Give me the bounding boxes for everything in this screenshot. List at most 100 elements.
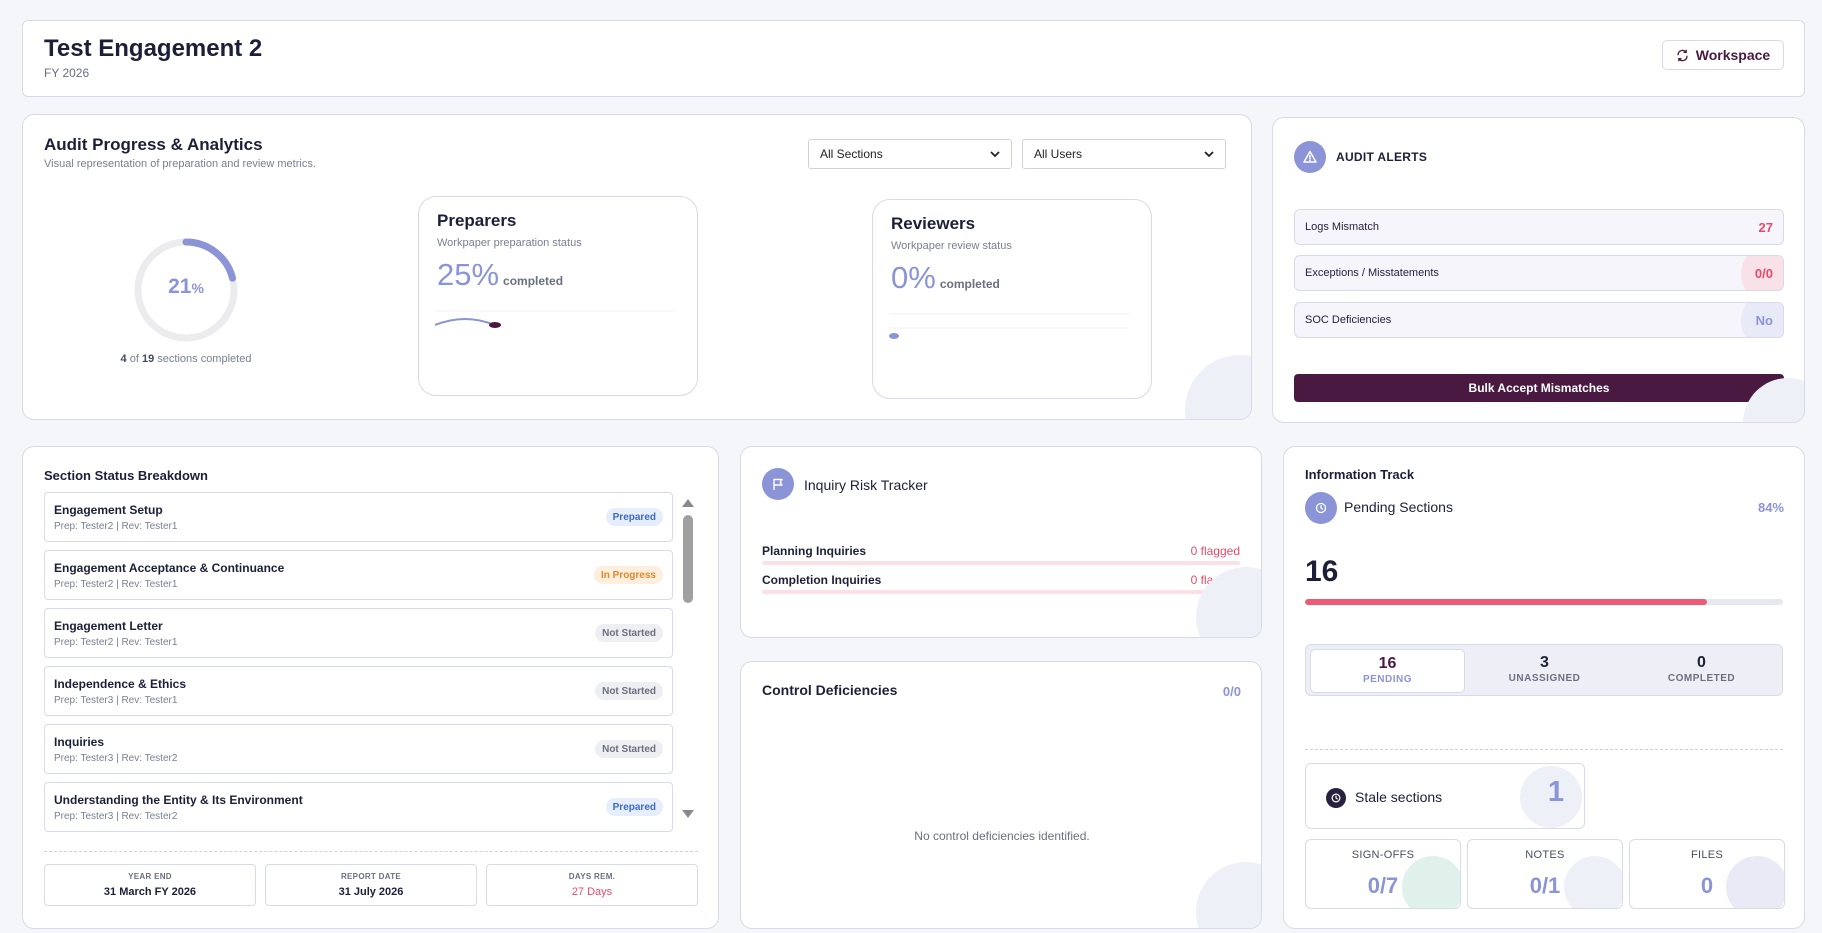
inquiry-title: Inquiry Risk Tracker <box>804 477 928 493</box>
segment-label: UNASSIGNED <box>1508 673 1581 684</box>
inquiry-risk-panel: Inquiry Risk Tracker Planning Inquiries … <box>740 446 1262 638</box>
audit-alerts-panel: AUDIT ALERTS Logs Mismatch 27 Exceptions… <box>1272 117 1805 423</box>
refresh-icon <box>1677 49 1688 61</box>
section-status-panel: Section Status Breakdown Engagement Setu… <box>22 446 719 929</box>
inquiry-label: Completion Inquiries <box>762 573 882 587</box>
preparers-percent: 25% completed <box>437 257 563 293</box>
alert-soc-deficiencies[interactable]: SOC Deficiencies No <box>1294 302 1784 338</box>
preparers-card: Preparers Workpaper preparation status 2… <box>418 196 698 396</box>
reviewers-card: Reviewers Workpaper review status 0% comp… <box>872 199 1152 399</box>
status-badge: Not Started <box>595 682 663 700</box>
section-row[interactable]: Engagement Acceptance & Continuance Prep:… <box>44 550 673 600</box>
segment-number: 16 <box>1378 655 1397 672</box>
completed-count: 4 <box>120 353 127 365</box>
preparers-sparkline-curve <box>435 318 496 326</box>
section-name: Understanding the Entity & Its Environme… <box>54 793 303 807</box>
pending-sections-label: Pending Sections <box>1344 499 1453 515</box>
control-deficiencies-title: Control Deficiencies <box>762 682 898 698</box>
warning-triangle-icon <box>1294 141 1326 173</box>
reviewers-sparkline <box>889 313 1129 339</box>
alert-logs-mismatch[interactable]: Logs Mismatch 27 <box>1294 209 1784 245</box>
year-end-value: 31 March FY 2026 <box>103 886 197 898</box>
overall-progress-donut <box>134 238 238 342</box>
decorative-bubble <box>1185 355 1251 419</box>
section-name: Engagement Acceptance & Continuance <box>54 561 285 575</box>
decorative-bubble <box>1564 856 1622 908</box>
workspace-button[interactable]: Workspace <box>1662 40 1784 70</box>
decorative-bubble <box>1741 303 1783 337</box>
alerts-title: AUDIT ALERTS <box>1336 150 1428 164</box>
donut-progress-arc <box>134 238 238 342</box>
stale-sections-label: Stale sections <box>1355 789 1443 805</box>
inquiry-value: 0 flagged <box>1190 544 1240 558</box>
alert-exceptions-misstatements[interactable]: Exceptions / Misstatements 0/0 <box>1294 255 1784 291</box>
sections-filter-select[interactable]: All Sections <box>808 139 1012 169</box>
segment-pending[interactable]: 16 PENDING <box>1310 649 1465 693</box>
preparers-title: Preparers <box>437 211 517 230</box>
year-end-box: YEAR END 31 March FY 2026 <box>44 864 256 906</box>
days-remaining-box: DAYS REM. 27 Days <box>486 864 698 906</box>
overall-progress-value: 21% <box>131 275 241 299</box>
alert-label: Exceptions / Misstatements <box>1305 267 1439 279</box>
chevron-down-icon <box>1204 150 1214 157</box>
sign-offs-stat[interactable]: SIGN-OFFS 0/7 <box>1305 839 1461 909</box>
preparers-subtitle: Workpaper preparation status <box>437 237 582 249</box>
scroll-down-arrow[interactable] <box>682 810 694 818</box>
sections-filter-value: All Sections <box>820 147 883 161</box>
bulk-accept-mismatches-button[interactable]: Bulk Accept Mismatches <box>1294 374 1784 402</box>
stat-label: FILES <box>1690 849 1724 861</box>
scroll-up-arrow[interactable] <box>682 499 694 507</box>
information-track-title: Information Track <box>1305 467 1415 482</box>
segment-label: PENDING <box>1362 674 1413 685</box>
reviewers-title: Reviewers <box>891 214 976 233</box>
section-row[interactable]: Inquiries Prep: Tester3 | Rev: Tester2 Not… <box>44 724 673 774</box>
overall-percent-number: 21 <box>168 275 192 298</box>
reviewers-percent-value: 0% <box>891 260 936 295</box>
preparers-sparkline-marker <box>489 322 501 328</box>
reviewers-subtitle: Workpaper review status <box>891 240 1012 252</box>
engagement-header: Test Engagement 2 FY 2026 Workspace <box>22 20 1805 97</box>
stale-sections-card[interactable]: Stale sections 1 <box>1305 763 1585 829</box>
pending-progress-fill <box>1305 599 1707 605</box>
section-row[interactable]: Understanding the Entity & Its Environme… <box>44 782 673 832</box>
status-badge: Not Started <box>595 624 663 642</box>
report-date-label: REPORT DATE <box>340 872 402 881</box>
stat-value: 0/1 <box>1529 873 1561 898</box>
reviewers-completed-label: completed <box>939 277 1000 291</box>
decorative-bubble <box>1741 256 1783 290</box>
section-row[interactable]: Engagement Letter Prep: Tester2 | Rev: Te… <box>44 608 673 658</box>
alert-value: 0/0 <box>1754 265 1773 281</box>
status-badge: In Progress <box>593 566 663 584</box>
empty-state-text: No control deficiencies identified. <box>914 829 1090 843</box>
section-name: Inquiries <box>54 735 105 749</box>
preparers-percent-value: 25% <box>437 257 500 292</box>
segment-unassigned[interactable]: 3 UNASSIGNED <box>1467 649 1622 693</box>
status-segmented-control: 16 PENDING 3 UNASSIGNED 0 COMPLETED <box>1305 644 1783 696</box>
report-date-box: REPORT DATE 31 July 2026 <box>265 864 477 906</box>
section-list[interactable]: Engagement Setup Prep: Tester2 | Rev: Tes… <box>44 492 675 868</box>
scrollbar-thumb[interactable] <box>683 515 693 603</box>
users-filter-value: All Users <box>1034 147 1083 161</box>
users-filter-select[interactable]: All Users <box>1022 139 1226 169</box>
reviewers-percent: 0% completed <box>891 260 1000 296</box>
alert-label: Logs Mismatch <box>1305 221 1379 233</box>
sections-completed-text: sections completed <box>157 353 252 365</box>
section-row[interactable]: Engagement Setup Prep: Tester2 | Rev: Tes… <box>44 492 673 542</box>
files-stat[interactable]: FILES 0 <box>1629 839 1785 909</box>
divider <box>44 851 698 852</box>
notes-stat[interactable]: NOTES 0/1 <box>1467 839 1623 909</box>
segment-number: 3 <box>1540 654 1549 671</box>
of-text: of <box>129 353 139 365</box>
stat-label: SIGN-OFFS <box>1351 849 1415 861</box>
section-assignees: Prep: Tester2 | Rev: Tester1 <box>54 521 178 532</box>
stale-clock-icon <box>1326 788 1346 808</box>
segment-label: COMPLETED <box>1667 673 1736 684</box>
segment-completed[interactable]: 0 COMPLETED <box>1624 649 1779 693</box>
section-row[interactable]: Independence & Ethics Prep: Tester3 | Rev… <box>44 666 673 716</box>
decorative-bubble <box>1520 766 1582 828</box>
section-assignees: Prep: Tester2 | Rev: Tester1 <box>54 637 178 648</box>
section-name: Engagement Setup <box>54 503 163 517</box>
section-name: Engagement Letter <box>54 619 163 633</box>
inquiry-bar <box>762 590 1240 594</box>
overall-percent-unit: % <box>191 280 204 296</box>
